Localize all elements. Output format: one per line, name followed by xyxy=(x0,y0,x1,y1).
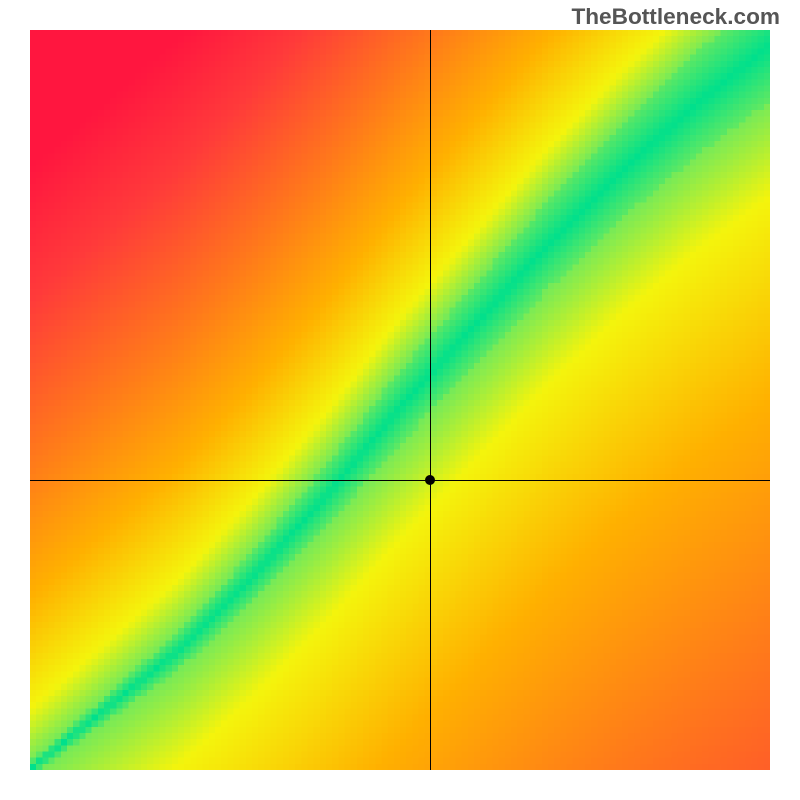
heatmap-plot xyxy=(30,30,770,770)
heatmap-canvas xyxy=(30,30,770,770)
crosshair-horizontal xyxy=(30,480,770,481)
crosshair-marker xyxy=(425,475,435,485)
watermark-text: TheBottleneck.com xyxy=(571,4,780,30)
crosshair-vertical xyxy=(430,30,431,770)
